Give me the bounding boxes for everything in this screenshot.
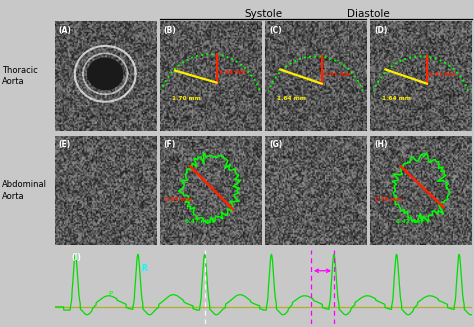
Text: Abdominal
Aorta: Abdominal Aorta bbox=[2, 180, 47, 201]
Text: (G): (G) bbox=[269, 140, 283, 149]
Text: (D): (D) bbox=[374, 26, 388, 35]
Text: 0.42 mm²: 0.42 mm² bbox=[395, 219, 425, 224]
Text: (C): (C) bbox=[269, 26, 282, 35]
Text: 0.84 mm: 0.84 mm bbox=[165, 198, 191, 202]
Text: 1.64 mm: 1.64 mm bbox=[277, 96, 306, 101]
Text: Diastole: Diastole bbox=[347, 9, 390, 19]
Text: 1.31 mm: 1.31 mm bbox=[324, 72, 350, 77]
Text: P: P bbox=[109, 291, 113, 297]
Text: (E): (E) bbox=[59, 140, 71, 149]
Text: 1.70 mm: 1.70 mm bbox=[172, 96, 201, 101]
Text: (I): (I) bbox=[71, 253, 81, 262]
Text: (H): (H) bbox=[374, 140, 388, 149]
Text: Systole: Systole bbox=[244, 9, 282, 19]
Text: Thoracic
Aorta: Thoracic Aorta bbox=[2, 66, 38, 86]
Text: (F): (F) bbox=[164, 140, 176, 149]
Text: 1.64 mm: 1.64 mm bbox=[383, 96, 411, 101]
Text: 0.79 mm: 0.79 mm bbox=[375, 198, 402, 202]
Polygon shape bbox=[87, 58, 124, 90]
Text: R: R bbox=[141, 264, 147, 273]
Text: (B): (B) bbox=[164, 26, 176, 35]
Text: (A): (A) bbox=[59, 26, 72, 35]
Text: 1.31 mm: 1.31 mm bbox=[429, 72, 456, 77]
Text: 1.46 mm: 1.46 mm bbox=[219, 70, 246, 75]
Text: 0.47 mm²: 0.47 mm² bbox=[185, 219, 214, 224]
